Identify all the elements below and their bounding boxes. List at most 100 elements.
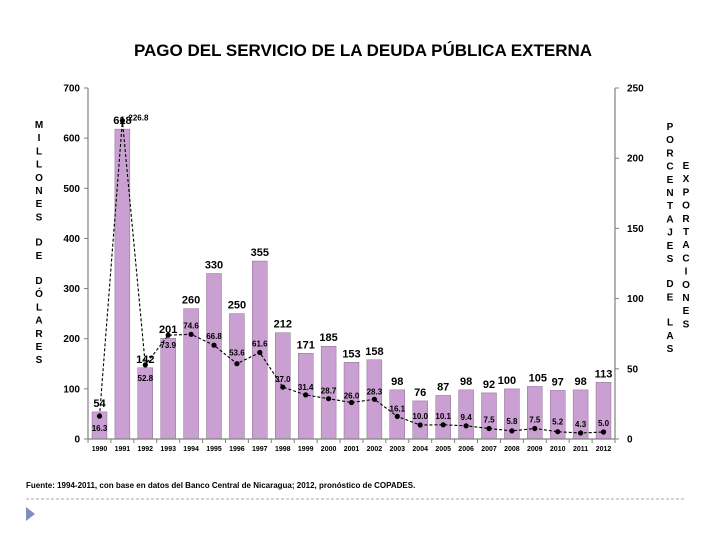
- bar-value-label: 98: [391, 376, 403, 388]
- percent-value-label: 16.3: [92, 424, 108, 433]
- bar-value-label: 105: [529, 372, 547, 384]
- percent-value-label: 5.8: [506, 417, 518, 426]
- percent-value-label: 73.9: [160, 341, 176, 350]
- percent-value-label: 52.8: [138, 374, 154, 383]
- y2-axis-title-letter: J: [667, 228, 673, 239]
- y2-tick-label: 200: [627, 154, 644, 165]
- x-tick-label: 1998: [275, 446, 291, 453]
- percent-point: [326, 396, 332, 402]
- percent-value-label: 16.1: [390, 404, 406, 413]
- x-tick-label: 1996: [229, 446, 245, 453]
- y2-axis-title-letter: P: [667, 122, 674, 133]
- percent-point: [463, 423, 469, 429]
- y2-axis-title-letter: E: [667, 292, 674, 303]
- y-axis-title-letter: E: [36, 199, 43, 210]
- percent-point: [257, 349, 263, 356]
- percent-value-label: 4.3: [575, 420, 587, 429]
- bar-value-label: 201: [159, 324, 177, 336]
- percent-value-label: 226.8: [128, 114, 149, 123]
- x-tick-label: 1991: [115, 446, 131, 453]
- y-tick-label: 200: [63, 334, 80, 345]
- y2-axis-title-letter: X: [683, 174, 690, 185]
- axis-titles: MILLONESDEDÓLARESPORCENTAJESDELASEXPORTA…: [35, 120, 691, 366]
- bar-value-label: 113: [595, 368, 613, 380]
- percent-point: [165, 332, 171, 338]
- percent-value-label: 10.1: [435, 412, 451, 421]
- y2-tick-label: 50: [627, 364, 639, 375]
- percent-point: [211, 342, 217, 348]
- percent-value-label: 37.0: [275, 375, 291, 384]
- percent-value-label: 5.2: [552, 418, 564, 427]
- percent-value-label: 5.0: [598, 419, 610, 428]
- percent-point: [96, 413, 103, 419]
- bar-value-label: 97: [552, 376, 564, 388]
- y2-axis-title-letter: A: [666, 214, 673, 225]
- y-axis-title-letter: E: [36, 251, 43, 262]
- y-axis-title-letter: L: [36, 302, 42, 313]
- y2-axis-title-letter: L: [667, 318, 673, 329]
- y2-axis-title-letter: T: [683, 227, 689, 238]
- y-axis-title-letter: N: [35, 186, 42, 197]
- bar-value-label: 212: [274, 319, 292, 331]
- y2-axis-title-letter: D: [666, 279, 673, 290]
- bar-value-label: 171: [297, 339, 315, 351]
- y2-axis-title-letter: E: [683, 161, 690, 172]
- bar-value-label: 142: [136, 354, 154, 366]
- y2-axis-title-letter: A: [666, 331, 673, 342]
- axes: 0 100 200 300 400 500 600 700 0 50 100 150 200 250 199…: [63, 84, 644, 454]
- y-axis-title-letter: R: [35, 329, 43, 340]
- x-tick-label: 2002: [367, 446, 383, 453]
- x-tick-label: 2006: [458, 446, 474, 453]
- percent-point: [555, 429, 561, 435]
- percent-value-label: 26.0: [344, 392, 360, 401]
- bar-value-label: 98: [574, 376, 586, 388]
- x-tick-label: 2004: [412, 446, 428, 453]
- y2-axis-title-letter: T: [667, 201, 673, 212]
- y2-axis-title-letter: N: [682, 293, 689, 304]
- y-tick-label: 500: [63, 184, 80, 195]
- percent-point: [440, 422, 446, 428]
- percent-point: [142, 362, 148, 368]
- y2-tick-label: 100: [627, 294, 644, 305]
- bar-value-label: 355: [251, 247, 269, 259]
- bar: [527, 386, 543, 440]
- x-tick-label: 1990: [92, 446, 108, 453]
- bar-value-label: 158: [365, 346, 383, 358]
- y-axis-title-letter: E: [36, 342, 43, 353]
- y-axis-title-letter: O: [35, 173, 43, 184]
- percent-line: [98, 120, 604, 434]
- percent-point: [578, 430, 584, 436]
- percent-value-label: 74.6: [183, 321, 199, 330]
- percent-point: [509, 428, 515, 434]
- percent-point: [280, 384, 286, 390]
- percent-value-label: 10.0: [412, 412, 428, 421]
- x-tick-label: 2008: [504, 446, 520, 453]
- bar: [160, 338, 176, 440]
- y-axis-title-letter: S: [36, 355, 43, 366]
- y2-axis-title-letter: E: [667, 241, 674, 252]
- bar-value-label: 76: [414, 387, 426, 399]
- y-axis-title-letter: L: [36, 146, 42, 157]
- x-tick-label: 1997: [252, 446, 268, 453]
- percent-value-label: 28.3: [367, 387, 383, 396]
- x-tick-label: 2001: [344, 446, 360, 453]
- slide-nav-arrow-icon[interactable]: [26, 507, 35, 521]
- percent-point: [119, 118, 125, 124]
- chart-title: PAGO DEL SERVICIO DE LA DEUDA PÚBLICA EX…: [134, 41, 592, 60]
- percent-point: [600, 429, 607, 435]
- percent-value-label: 9.4: [461, 413, 473, 422]
- percent-point: [417, 422, 423, 428]
- y2-axis-title-letter: E: [683, 306, 690, 317]
- x-tick-label: 2009: [527, 446, 543, 453]
- y-axis-title-letter: D: [35, 238, 42, 249]
- percent-value-label: 31.4: [298, 383, 314, 392]
- percent-value-label: 66.8: [206, 332, 222, 341]
- y2-tick-label: 250: [627, 84, 644, 95]
- x-tick-label: 2003: [390, 446, 406, 453]
- y2-axis-title-letter: E: [667, 175, 674, 186]
- y-axis-title-letter: M: [35, 120, 43, 131]
- bar: [229, 313, 245, 440]
- percent-value-label: 7.5: [529, 416, 541, 425]
- y-tick-label: 400: [63, 234, 80, 245]
